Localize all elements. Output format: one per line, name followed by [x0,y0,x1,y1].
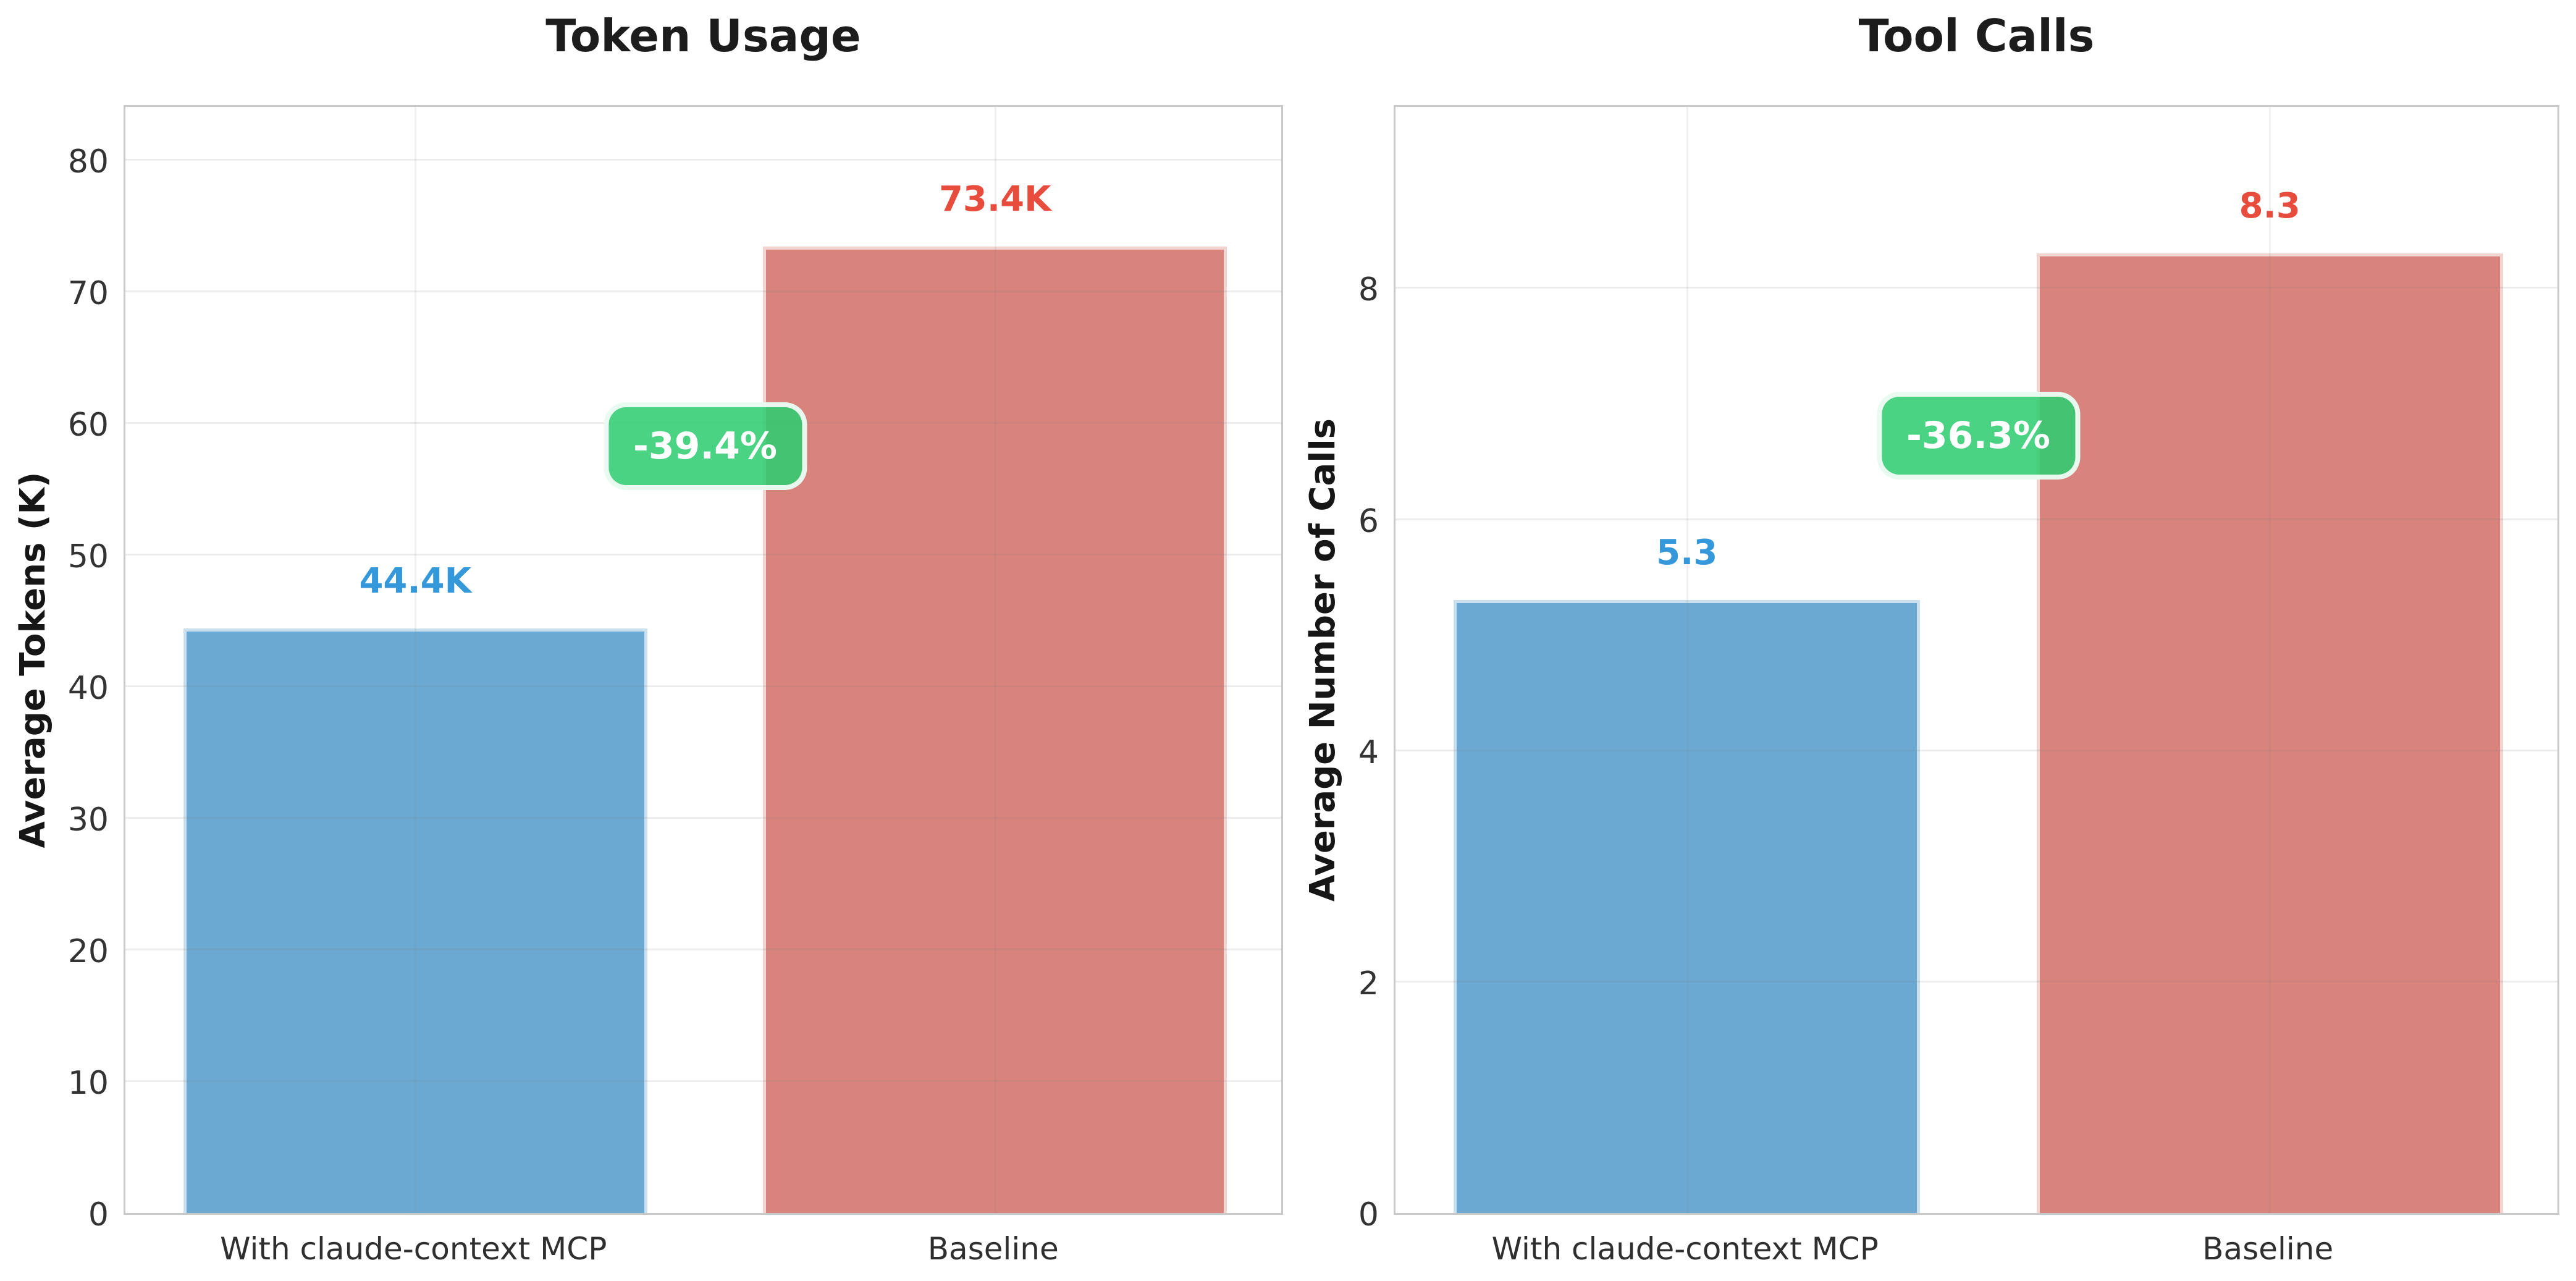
y-tick-label: 40 [67,669,109,707]
gridline [125,158,1281,161]
y-tick-label: 8 [1358,271,1379,309]
gridline [125,553,1281,556]
gridline [1395,980,2557,983]
plot-area: 5.3 8.3 -36.3% [1394,105,2559,1215]
bar-value-label: 8.3 [2239,186,2300,227]
gridline [994,107,996,1213]
y-axis-label: Average Tokens (K) [13,471,53,848]
gridline [125,290,1281,292]
gridline [1395,749,2557,751]
y-tick-label: 6 [1358,502,1379,540]
x-tick-label: With claude-context MCP [1491,1231,1879,1267]
y-tick-label: 0 [88,1196,109,1233]
y-axis-label: Average Number of Calls [1303,418,1343,902]
y-tick-label: 80 [67,143,109,180]
x-tick-label: With claude-context MCP [220,1231,607,1267]
gridline [1395,518,2557,520]
y-tick-label: 4 [1358,734,1379,771]
y-tick-label: 70 [67,274,109,312]
y-tick-label: 0 [1358,1196,1379,1233]
gridline [125,421,1281,424]
reduction-badge: -39.4% [603,402,807,491]
bar-value-label: 5.3 [1656,533,1718,573]
gridline [1686,107,1688,1213]
plot-area: 44.4K 73.4K -39.4% [124,105,1283,1215]
bar-value-label: 73.4K [938,179,1051,220]
reduction-badge: -36.3% [1876,391,2081,480]
bar-baseline [2036,253,2503,1213]
y-tick-label: 50 [67,538,109,575]
x-tick-label: Baseline [2202,1231,2334,1267]
gridline [1395,287,2557,289]
bar-with-mcp [1454,600,1921,1213]
x-tick-label: Baseline [927,1231,1059,1267]
bar-value-label: 44.4K [359,561,472,602]
y-tick-label: 30 [67,801,109,839]
y-tick-label: 20 [67,932,109,970]
gridline [125,948,1281,950]
chart-title: Token Usage [545,10,861,62]
bar-baseline [763,247,1227,1213]
y-tick-label: 10 [67,1064,109,1102]
y-tick-label: 60 [67,406,109,444]
gridline [125,816,1281,819]
bar-with-mcp [183,628,647,1213]
gridline [2269,107,2271,1213]
y-tick-label: 2 [1358,965,1379,1002]
gridline [125,685,1281,687]
gridline [415,107,417,1213]
gridline [125,1080,1281,1082]
chart-title: Tool Calls [1858,10,2095,62]
